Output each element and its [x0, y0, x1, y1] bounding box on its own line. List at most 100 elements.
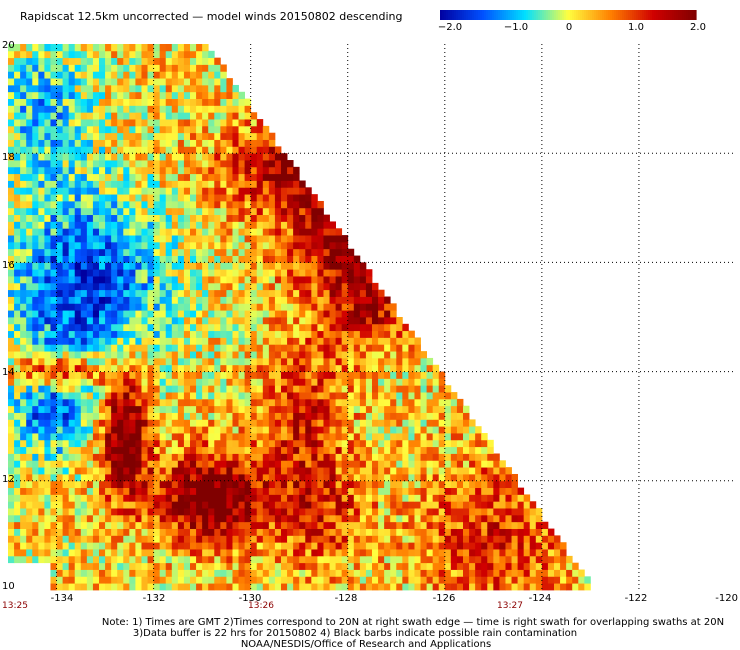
heatmap-cell [250, 398, 258, 407]
heatmap-cell [262, 453, 270, 461]
heatmap-cell [99, 160, 106, 168]
heatmap-cell [20, 398, 27, 407]
heatmap-cell [68, 255, 76, 263]
heatmap-cell [287, 187, 294, 195]
heatmap-cell [317, 514, 324, 523]
heatmap-cell [359, 433, 367, 441]
heatmap-cell [262, 385, 270, 393]
heatmap-cell [190, 105, 197, 113]
heatmap-cell [190, 378, 197, 386]
heatmap-cell [299, 528, 306, 536]
heatmap-cell [123, 528, 130, 536]
heatmap-cell [129, 207, 136, 216]
heatmap-cell [50, 405, 57, 413]
heatmap-cell [323, 467, 330, 475]
colorbar-swatch [452, 10, 455, 20]
heatmap-cell [226, 310, 233, 318]
heatmap-cell [202, 310, 209, 318]
heatmap-cell [26, 282, 33, 291]
heatmap-cell [438, 439, 446, 448]
heatmap-cell [220, 555, 227, 564]
heatmap-cell [293, 207, 300, 216]
heatmap-cell [20, 166, 27, 175]
heatmap-cell [123, 194, 130, 202]
heatmap-cell [183, 453, 191, 461]
heatmap-cell [414, 453, 421, 461]
heatmap-cell [220, 160, 227, 168]
heatmap-cell [232, 160, 239, 168]
heatmap-cell [493, 514, 500, 523]
heatmap-cell [99, 119, 106, 127]
heatmap-cell [153, 453, 161, 461]
heatmap-cell [62, 419, 70, 427]
heatmap-cell [396, 398, 403, 407]
heatmap-cell [402, 426, 409, 434]
heatmap-cell [293, 549, 300, 557]
heatmap-cell [62, 228, 70, 236]
heatmap-cell [560, 583, 567, 591]
heatmap-cell [305, 351, 312, 359]
heatmap-cell [347, 480, 355, 489]
heatmap-cell [281, 317, 288, 325]
heatmap-cell [105, 125, 112, 134]
heatmap-cell [135, 467, 142, 475]
heatmap-cell [196, 194, 203, 202]
heatmap-cell [305, 419, 312, 427]
heatmap-cell [80, 392, 88, 400]
heatmap-cell [129, 269, 136, 277]
heatmap-cell [196, 303, 203, 311]
heatmap-cell [190, 412, 197, 420]
heatmap-cell [529, 583, 537, 591]
heatmap-cell [311, 337, 318, 345]
heatmap-cell [105, 521, 112, 529]
heatmap-cell [311, 473, 318, 482]
heatmap-cell [402, 480, 409, 489]
heatmap-cell [99, 289, 106, 297]
heatmap-cell [147, 562, 154, 570]
heatmap-cell [117, 330, 124, 338]
heatmap-cell [196, 214, 203, 222]
heatmap-cell [135, 487, 142, 495]
heatmap-cell [68, 139, 76, 147]
heatmap-cell [499, 549, 506, 557]
heatmap-cell [99, 214, 106, 222]
heatmap-cell [341, 255, 349, 263]
heatmap-cell [117, 487, 124, 495]
heatmap-cell [74, 200, 82, 209]
heatmap-cell [56, 371, 63, 379]
heatmap-cell [244, 460, 252, 468]
heatmap-cell [129, 337, 136, 345]
heatmap-cell [499, 562, 506, 570]
heatmap-cell [147, 426, 154, 434]
heatmap-cell [111, 378, 118, 386]
heatmap-cell [214, 385, 221, 393]
heatmap-cell [238, 364, 245, 372]
heatmap-cell [256, 317, 264, 325]
heatmap-cell [353, 317, 361, 325]
heatmap-cell [208, 289, 215, 297]
heatmap-cell [44, 371, 51, 379]
heatmap-cell [262, 562, 270, 570]
heatmap-cell [92, 282, 100, 291]
heatmap-cell [523, 569, 531, 577]
heatmap-cell [44, 153, 51, 161]
heatmap-cell [372, 446, 379, 454]
heatmap-cell [402, 494, 409, 502]
heatmap-cell [68, 296, 76, 304]
heatmap-cell [165, 276, 173, 284]
heatmap-cell [74, 194, 82, 202]
heatmap-cell [171, 562, 179, 570]
heatmap-cell [317, 583, 324, 591]
heatmap-cell [141, 255, 148, 263]
heatmap-cell [232, 535, 239, 543]
heatmap-cell [281, 569, 288, 577]
heatmap-cell [214, 132, 221, 140]
heatmap-cell [117, 446, 124, 454]
heatmap-cell [317, 351, 324, 359]
heatmap-cell [62, 392, 70, 400]
heatmap-cell [232, 248, 239, 256]
heatmap-cell [250, 146, 258, 154]
heatmap-cell [177, 317, 185, 325]
heatmap-cell [311, 241, 318, 250]
heatmap-cell [190, 146, 197, 154]
